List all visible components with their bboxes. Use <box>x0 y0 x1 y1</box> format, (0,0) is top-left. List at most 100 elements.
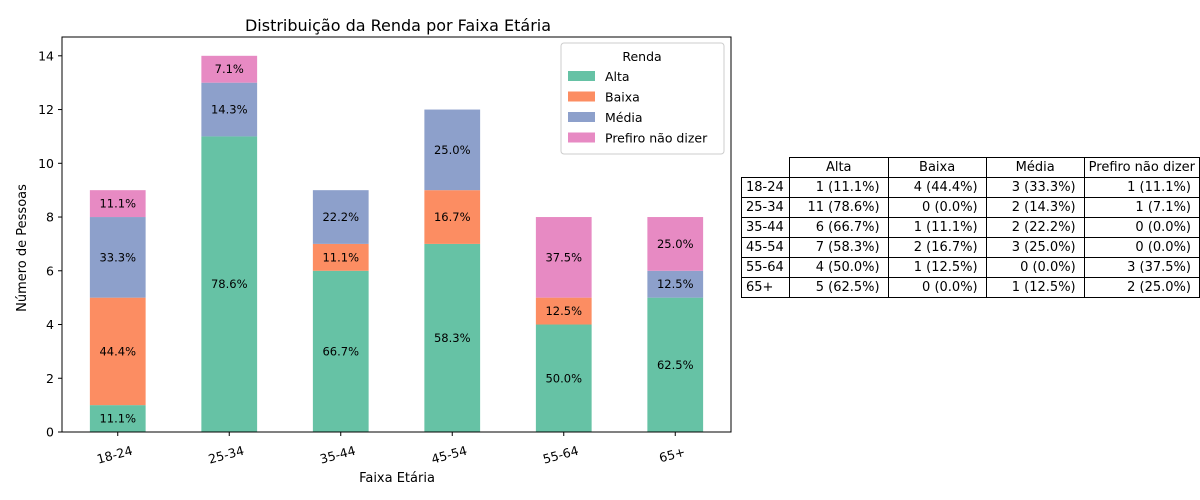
bar-segment <box>89 217 146 298</box>
table-cell: 0 (0.0%) <box>1083 237 1200 258</box>
table-row: 55-64 4 (50.0%) 1 (12.5%) 0 (0.0%) 3 (37… <box>741 257 1200 278</box>
bar-value-label: 50.0% <box>545 371 582 385</box>
y-tick-label: 14 <box>38 48 54 63</box>
x-tick-label: 18-24 <box>95 443 134 467</box>
table-row-label: 18-24 <box>741 177 790 198</box>
x-tick-label: 65+ <box>657 444 686 465</box>
bar-value-label: 37.5% <box>545 250 582 264</box>
bar-value-label: 16.7% <box>434 210 471 224</box>
bar-value-label: 12.5% <box>545 304 582 318</box>
table-cell: 0 (0.0%) <box>887 277 987 298</box>
y-tick-label: 12 <box>38 102 54 117</box>
table-cell: 2 (14.3%) <box>985 197 1085 218</box>
table-cell: 1 (12.5%) <box>985 277 1085 298</box>
plot-frame <box>61 36 732 433</box>
table-cell: 7 (58.3%) <box>788 237 889 258</box>
bar-segment <box>312 270 369 432</box>
table-corner <box>742 158 790 178</box>
y-tick-label: 8 <box>46 210 54 225</box>
table-cell: 0 (0.0%) <box>985 257 1085 278</box>
bar-value-label: 78.6% <box>211 277 248 291</box>
table-row: 65+ 5 (62.5%) 0 (0.0%) 1 (12.5%) 2 (25.0… <box>741 277 1200 298</box>
bar-value-label: 12.5% <box>657 277 694 291</box>
y-tick-label: 10 <box>38 156 54 171</box>
legend-entry: Prefiro não dizer <box>605 131 708 146</box>
table-cell: 1 (11.1%) <box>887 217 987 238</box>
bar-segment <box>535 217 592 298</box>
bar-segment <box>89 405 146 432</box>
bar-segment <box>647 297 704 432</box>
bar-segment <box>89 190 146 218</box>
table-header-cell: Média <box>985 157 1085 178</box>
y-tick-label: 2 <box>46 371 54 386</box>
data-table: Alta Baixa Média Prefiro não dizer 18-24… <box>741 157 1200 298</box>
table-row-label: 45-54 <box>741 237 790 258</box>
table-header-row: Alta Baixa Média Prefiro não dizer <box>742 157 1200 178</box>
bar-value-label: 11.1% <box>322 250 359 264</box>
table-header-cell: Prefiro não dizer <box>1083 157 1200 178</box>
bar-value-label: 33.3% <box>99 250 136 264</box>
bar-segment <box>424 243 481 432</box>
bar-value-label: 11.1% <box>99 197 136 211</box>
x-tick-label: 45-54 <box>430 443 469 467</box>
bar-value-label: 7.1% <box>215 62 244 76</box>
x-tick-label: 35-44 <box>318 443 357 467</box>
bar-value-label: 22.2% <box>322 210 359 224</box>
bar-segment <box>647 217 704 271</box>
table-cell: 5 (62.5%) <box>788 277 889 298</box>
legend-entry: Baixa <box>605 90 640 105</box>
bar-value-label: 44.4% <box>99 344 136 358</box>
table-header-cell: Baixa <box>887 157 987 178</box>
table-cell: 11 (78.6%) <box>788 197 889 218</box>
legend-entry: Média <box>605 110 643 125</box>
table-row: 35-44 6 (66.7%) 1 (11.1%) 2 (22.2%) 0 (0… <box>741 217 1200 238</box>
bar-segment <box>647 270 704 298</box>
bar-segment <box>201 55 258 83</box>
bar-value-label: 66.7% <box>322 344 359 358</box>
x-tick-label: 25-34 <box>207 443 246 467</box>
table-row: 18-24 1 (11.1%) 4 (44.4%) 3 (33.3%) 1 (1… <box>741 177 1200 198</box>
bar-segment <box>201 136 258 433</box>
table-cell: 2 (25.0%) <box>1083 277 1200 298</box>
bar-value-label: 25.0% <box>657 237 694 251</box>
legend-swatch <box>568 112 595 122</box>
bar-value-label: 62.5% <box>657 358 694 372</box>
x-axis-label: Faixa Etária <box>359 471 435 486</box>
x-tick-label: 55-64 <box>541 443 580 467</box>
bar-value-label: 25.0% <box>434 143 471 157</box>
bar-segment <box>535 324 592 432</box>
table-cell: 3 (37.5%) <box>1083 257 1200 278</box>
bar-value-label: 14.3% <box>211 103 248 117</box>
bar-segment <box>312 190 369 244</box>
bar-segment <box>424 190 481 244</box>
y-tick-label: 0 <box>46 425 54 440</box>
table-cell: 2 (22.2%) <box>985 217 1085 238</box>
bar-segment <box>89 297 146 406</box>
table-cell: 1 (11.1%) <box>1083 177 1200 198</box>
table-row: 45-54 7 (58.3%) 2 (16.7%) 3 (25.0%) 0 (0… <box>741 237 1200 258</box>
chart-legend: Renda Alta Baixa Média Prefiro não dizer <box>560 42 725 155</box>
table-row-label: 35-44 <box>741 217 790 238</box>
table-header-cell: Alta <box>788 157 889 178</box>
y-tick-label: 6 <box>46 263 54 278</box>
table-cell: 0 (0.0%) <box>887 197 987 218</box>
bar-segment <box>201 82 258 137</box>
bar-value-label: 58.3% <box>434 331 471 345</box>
bars-layer: 11.1% 44.4% 33.3% 11.1% 78.6% 14.3% 7.1% 66.7% 1… <box>89 55 704 433</box>
legend-entry: Alta <box>605 69 630 84</box>
bar-segment <box>312 243 369 271</box>
legend-swatch <box>568 132 595 143</box>
y-axis-label: Número de Pessoas <box>15 184 30 312</box>
legend-frame <box>560 42 725 155</box>
legend-title: Renda <box>622 49 661 64</box>
table-cell: 4 (50.0%) <box>788 257 889 278</box>
bar-segment <box>424 109 481 191</box>
table-cell: 6 (66.7%) <box>788 217 889 238</box>
table-cell: 0 (0.0%) <box>1083 217 1200 238</box>
table-cell: 4 (44.4%) <box>887 177 987 198</box>
legend-items: Alta Baixa Média Prefiro não dizer <box>568 69 708 146</box>
legend-swatch <box>568 91 595 102</box>
table-cell: 3 (33.3%) <box>985 177 1085 198</box>
table-cell: 1 (11.1%) <box>788 177 889 198</box>
bar-value-label: 11.1% <box>99 412 136 426</box>
